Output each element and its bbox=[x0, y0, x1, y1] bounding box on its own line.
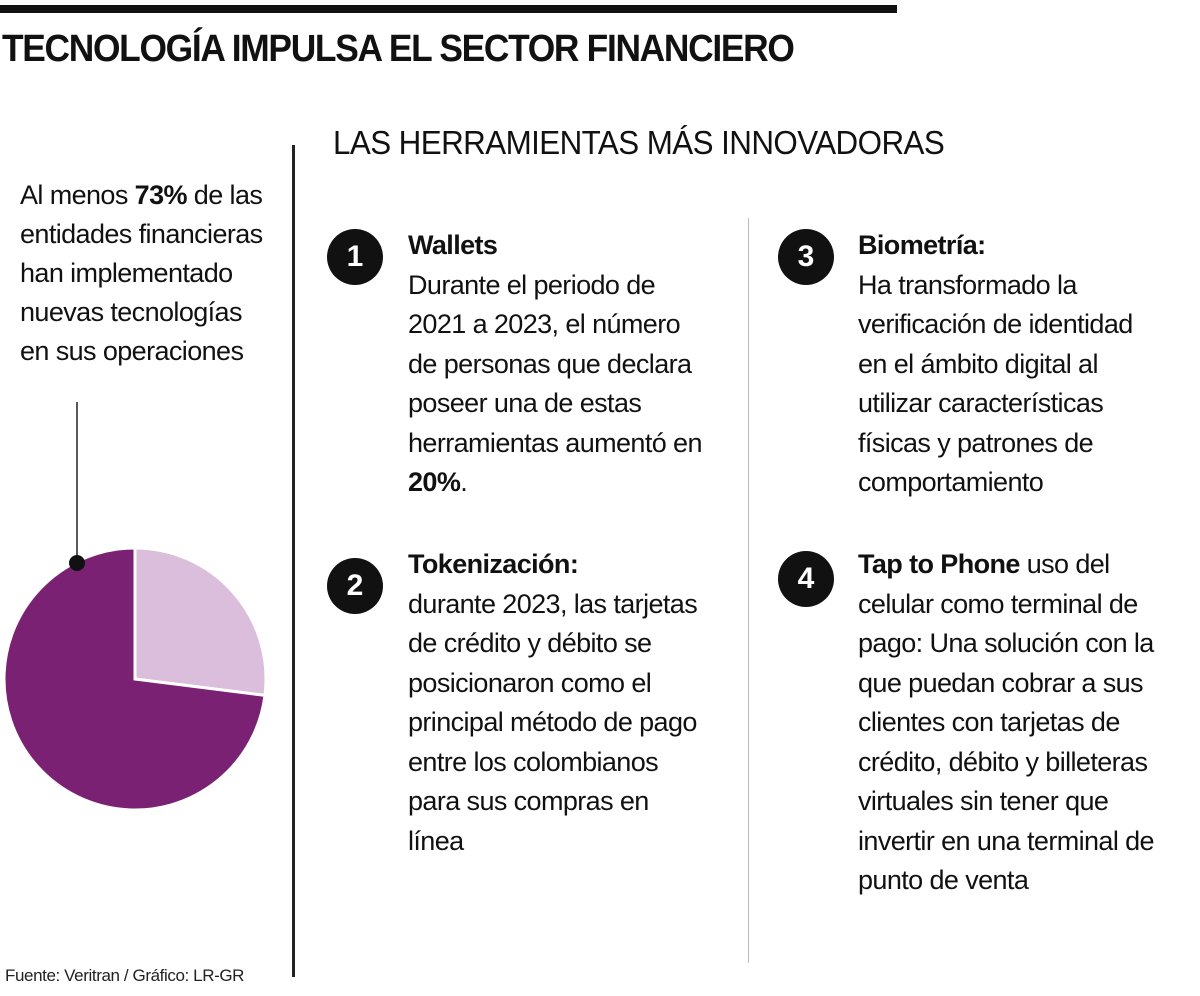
stat-suffix: de las entidades financieras han impleme… bbox=[20, 180, 263, 366]
page-title: TECNOLOGÍA IMPULSA EL SECTOR FINANCIERO bbox=[2, 28, 795, 70]
pie-slice-73-percent bbox=[2, 546, 267, 812]
source-credit: Fuente: Veritran / Gráfico: LR-GR bbox=[5, 966, 245, 985]
tool-title-2: Tokenización: bbox=[408, 549, 579, 579]
tool-body-end-1: . bbox=[460, 467, 468, 497]
stat-text: Al menos 73% de las entidades financiera… bbox=[20, 176, 270, 371]
stat-prefix: Al menos bbox=[20, 180, 135, 210]
tool-body-3: Ha transformado la verificación de ident… bbox=[858, 269, 1133, 498]
tool-text-3: Biometría: Ha transformado la verificaci… bbox=[858, 226, 1168, 503]
callout-dot bbox=[69, 555, 85, 571]
column-divider bbox=[292, 145, 295, 977]
tool-text-2: Tokenización: durante 2023, las tarjetas… bbox=[408, 545, 708, 861]
tool-text-1: Wallets Durante el periodo de 2021 a 202… bbox=[408, 226, 708, 503]
tool-body-4: uso del celular como terminal de pago: U… bbox=[858, 549, 1155, 895]
stat-highlight: 73% bbox=[134, 180, 188, 210]
number-badge-1: 1 bbox=[327, 229, 383, 285]
tool-body-bold-1: 20% bbox=[408, 467, 461, 497]
tool-body-2: durante 2023, las tarjetas de crédito y … bbox=[408, 588, 698, 856]
tool-text-4: Tap to Phone uso del celular como termin… bbox=[858, 545, 1168, 901]
number-badge-4: 4 bbox=[778, 551, 834, 607]
pie-slice-remaining bbox=[133, 546, 268, 698]
tool-title-4: Tap to Phone bbox=[858, 549, 1020, 579]
top-rule bbox=[0, 5, 897, 13]
section-subtitle: LAS HERRAMIENTAS MÁS INNOVADORAS bbox=[333, 124, 945, 161]
inner-column-divider bbox=[748, 218, 749, 963]
tool-body-1: Durante el periodo de 2021 a 2023, el nú… bbox=[408, 269, 702, 458]
pie-chart bbox=[2, 402, 268, 812]
number-badge-2: 2 bbox=[327, 558, 383, 614]
number-badge-3: 3 bbox=[778, 229, 834, 285]
tool-title-3: Biometría: bbox=[858, 230, 986, 260]
tool-title-1: Wallets bbox=[408, 230, 498, 260]
